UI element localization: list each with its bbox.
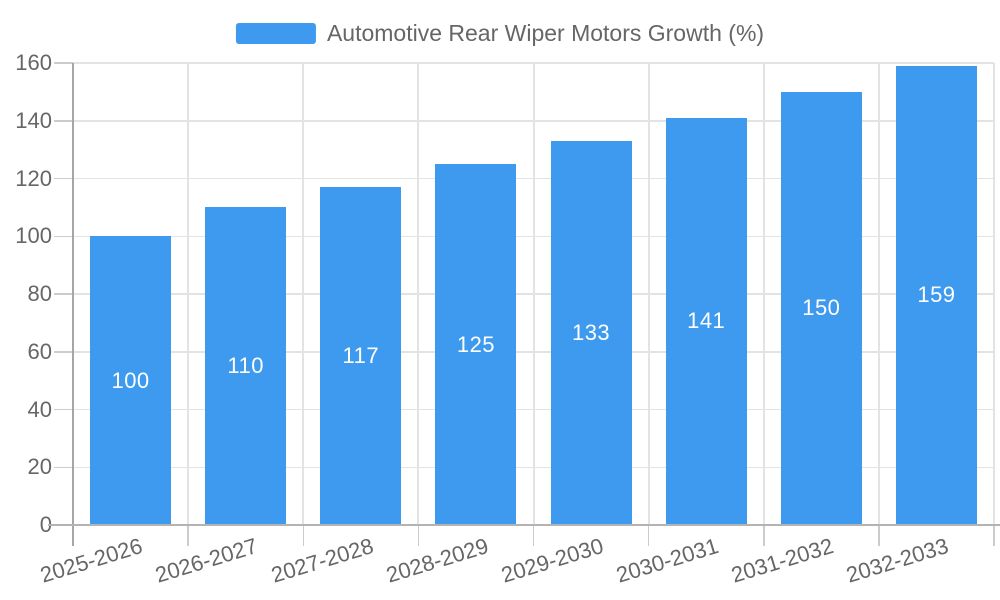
bar[interactable]: 150 xyxy=(780,91,862,525)
gridline-vertical xyxy=(993,63,995,525)
y-tick-label: 60 xyxy=(27,338,52,364)
x-tick-mark xyxy=(187,525,189,546)
gridline-vertical xyxy=(417,63,420,525)
x-tick-mark xyxy=(302,525,304,546)
y-tick-mark xyxy=(54,120,73,122)
bar[interactable]: 141 xyxy=(665,117,747,525)
y-tick-mark xyxy=(54,408,73,411)
bar[interactable]: 117 xyxy=(320,187,402,525)
bar[interactable]: 110 xyxy=(205,207,287,525)
bar[interactable]: 100 xyxy=(90,236,172,525)
gridline-vertical xyxy=(877,63,880,525)
y-axis-line xyxy=(72,63,74,546)
bar-value-label: 133 xyxy=(571,319,611,345)
gridline-vertical xyxy=(762,63,765,525)
y-tick-label: 20 xyxy=(27,454,52,480)
bar-value-label: 110 xyxy=(227,353,264,379)
x-tick-mark xyxy=(532,525,535,546)
bar-value-label: 125 xyxy=(456,331,496,357)
x-tick-label: 2029-2030 xyxy=(498,533,607,588)
x-tick-label: 2025-2026 xyxy=(37,533,146,588)
gridline-vertical xyxy=(302,63,305,525)
x-tick-label: 2027-2028 xyxy=(267,533,376,588)
y-tick-mark xyxy=(54,177,73,180)
x-tick-label: 2028-2029 xyxy=(383,533,491,588)
y-tick-mark xyxy=(54,466,73,468)
x-tick-mark xyxy=(417,525,420,546)
legend-label: Automotive Rear Wiper Motors Growth (%) xyxy=(326,20,765,46)
gridline-vertical xyxy=(532,63,535,525)
bar-value-label: 141 xyxy=(687,308,726,334)
gridline-vertical xyxy=(187,63,190,525)
x-axis-line xyxy=(48,524,1000,526)
bar-value-label: 117 xyxy=(342,343,380,369)
gridline-vertical xyxy=(647,63,650,525)
bar[interactable]: 133 xyxy=(550,140,632,525)
y-tick-label: 100 xyxy=(15,223,52,249)
y-tick-label: 80 xyxy=(27,281,52,306)
bar-value-label: 159 xyxy=(917,282,956,308)
y-tick-label: 0 xyxy=(39,512,52,537)
x-tick-mark xyxy=(763,525,765,546)
bar-value-label: 150 xyxy=(802,295,841,321)
y-tick-mark xyxy=(54,235,73,237)
legend[interactable]: Automotive Rear Wiper Motors Growth (%) xyxy=(235,20,765,46)
x-tick-label: 2026-2027 xyxy=(152,533,261,588)
x-tick-label: 2032-2033 xyxy=(843,533,952,588)
y-tick-label: 120 xyxy=(15,165,52,191)
y-tick-mark xyxy=(54,293,73,295)
x-tick-mark xyxy=(647,525,650,546)
legend-swatch[interactable] xyxy=(235,23,316,44)
x-tick-mark xyxy=(878,525,880,546)
bar[interactable]: 159 xyxy=(895,65,977,525)
x-tick-mark xyxy=(993,525,995,546)
bar-value-label: 100 xyxy=(111,367,150,393)
bar[interactable]: 125 xyxy=(435,164,517,525)
y-tick-mark xyxy=(54,351,73,353)
x-tick-label: 2031-2032 xyxy=(728,533,837,588)
y-tick-mark xyxy=(54,62,73,64)
y-tick-label: 40 xyxy=(27,396,52,422)
y-tick-label: 140 xyxy=(15,107,52,133)
x-tick-label: 2030-2031 xyxy=(613,533,722,588)
y-tick-label: 160 xyxy=(15,50,52,75)
